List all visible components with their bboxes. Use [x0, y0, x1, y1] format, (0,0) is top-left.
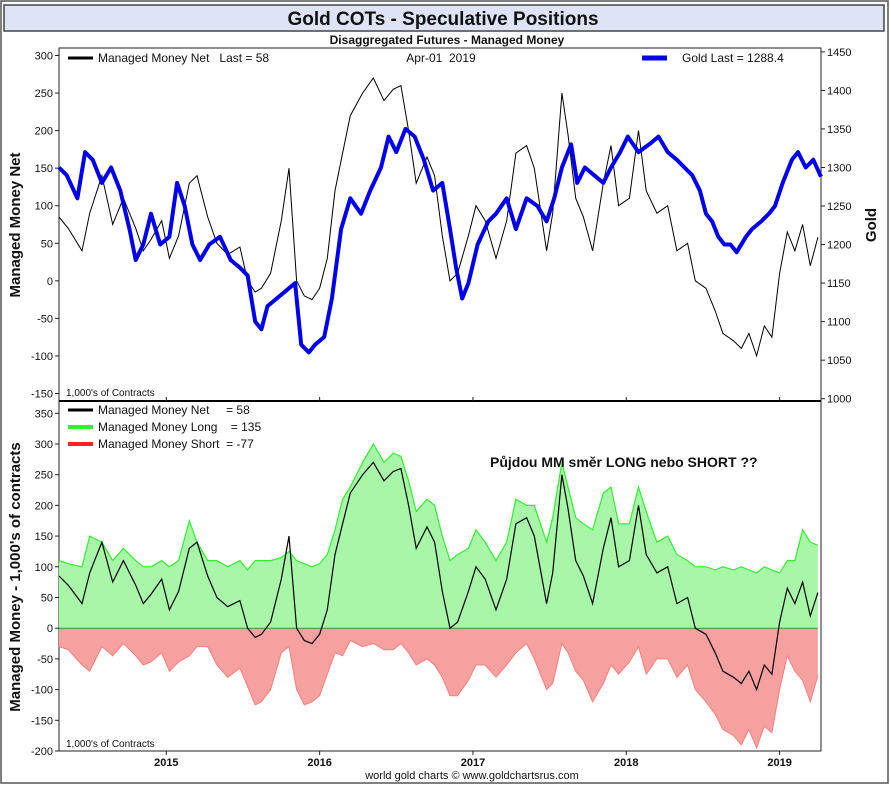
- bottom-left-tick-label: 300: [35, 439, 53, 451]
- top-date-label: Apr-01 2019: [406, 51, 476, 65]
- legend-mm-long-label: Managed Money Long = 135: [98, 420, 261, 434]
- bottom-left-tick-label: 50: [41, 592, 53, 604]
- bottom-ylabel: Managed Money - 1,000's of contracts: [7, 442, 24, 711]
- top-unit-note: 1,000's of Contracts: [66, 388, 155, 399]
- top-left-tick-label: 250: [35, 88, 53, 100]
- legend-net-label: Managed Money Net Last = 58: [98, 51, 269, 65]
- top-lines: [57, 77, 823, 358]
- annotation-text: Půjdou MM směr LONG nebo SHORT ??: [490, 454, 758, 470]
- top-left-tick-label: 300: [35, 51, 53, 63]
- bottom-left-tick-label: -200: [31, 746, 53, 758]
- top-left-tick-label: -150: [31, 388, 53, 400]
- bottom-left-tick-label: 200: [35, 500, 53, 512]
- bottom-areas: [58, 442, 819, 750]
- top-ylabel-right: Gold: [863, 208, 880, 242]
- bottom-left-tick-label: -150: [31, 715, 53, 727]
- bottom-left-tick-label: -100: [31, 685, 53, 697]
- top-right-tick-label: 1250: [827, 201, 851, 213]
- top-right-tick-label: 1050: [827, 355, 851, 367]
- top-left-tick-label: 100: [35, 201, 53, 213]
- top-left-tick-label: 0: [47, 276, 53, 288]
- bottom-left-tick-label: 0: [47, 623, 53, 635]
- gold-price-line: [57, 126, 823, 355]
- chart-subtitle: Disaggregated Futures - Managed Money: [330, 33, 565, 47]
- long-line: [58, 442, 819, 574]
- top-left-tick-label: -50: [37, 313, 53, 325]
- long-area: [59, 444, 818, 629]
- top-left-tick-label: 200: [35, 126, 53, 138]
- top-left-tick-label: 50: [41, 238, 53, 250]
- bottom-unit-note: 1,000's of Contracts: [66, 739, 155, 750]
- top-right-tick-label: 1000: [827, 394, 851, 406]
- x-tick-label: 2015: [154, 757, 178, 769]
- bottom-left-tick-label: -50: [37, 654, 53, 666]
- top-right-tick-label: 1100: [827, 317, 851, 329]
- bottom-left-tick-label: 250: [35, 470, 53, 482]
- x-tick-label: 2019: [767, 757, 791, 769]
- title-banner: [3, 4, 885, 32]
- x-tick-label: 2016: [307, 757, 331, 769]
- legend-gold-label: Gold Last = 1288.4: [682, 51, 784, 65]
- legend-mm-short-label: Managed Money Short = -77: [98, 437, 254, 451]
- top-right-tick-label: 1300: [827, 162, 851, 174]
- top-right-tick-label: 1400: [827, 85, 851, 97]
- bottom-left-tick-label: 350: [35, 408, 53, 420]
- top-right-tick-label: 1150: [827, 278, 851, 290]
- top-right-tick-label: 1200: [827, 240, 851, 252]
- x-tick-label: 2018: [614, 757, 638, 769]
- chart-title: Gold COTs - Speculative Positions: [287, 9, 598, 30]
- footer-credit: world gold charts © www.goldchartsrus.co…: [364, 770, 579, 782]
- top-left-tick-label: -100: [31, 351, 53, 363]
- bottom-left-tick-label: 150: [35, 531, 53, 543]
- top-right-tick-label: 1450: [827, 47, 851, 59]
- x-tick-label: 2017: [461, 757, 485, 769]
- bottom-axis-ticks: 350 300 250 200 150 100 50 0 -50 -100 -150 -200 2015…: [31, 397, 792, 769]
- bottom-left-tick-label: 100: [35, 562, 53, 574]
- net-line-bottom: [58, 461, 819, 692]
- short-line: [58, 639, 819, 750]
- top-ylabel-left: Managed Money Net: [7, 152, 24, 297]
- legend-mm-net-label: Managed Money Net = 58: [98, 403, 250, 417]
- top-left-tick-label: 150: [35, 163, 53, 175]
- short-area: [59, 628, 818, 748]
- top-panel-frame: [58, 47, 822, 402]
- top-right-tick-label: 1350: [827, 124, 851, 136]
- net-line-top: [58, 77, 819, 358]
